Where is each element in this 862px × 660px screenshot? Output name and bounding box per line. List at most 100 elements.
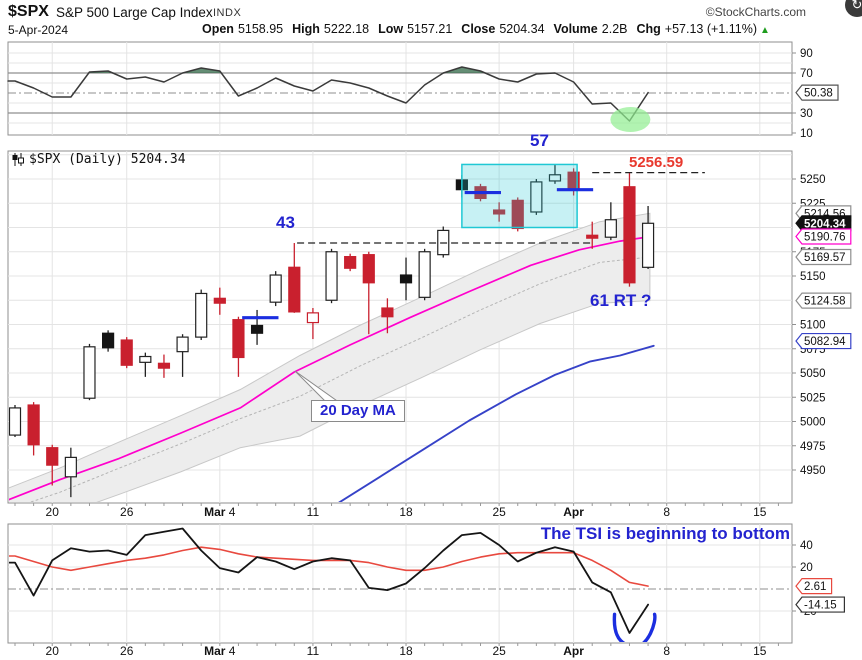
candles [9, 164, 655, 498]
date-tick-label: 15 [753, 505, 767, 519]
tsi-line-badge: -14.15 [795, 596, 845, 613]
green-ellipse-highlight [610, 107, 651, 132]
quote-field-value: 2.2B [601, 22, 628, 36]
badge-value: 5124.58 [804, 296, 846, 308]
candle [530, 179, 543, 215]
band-centerline [29, 256, 651, 502]
date-tick-part: Mar [204, 644, 226, 658]
candle [623, 172, 636, 287]
candle [511, 197, 524, 232]
date-tick-part: Apr [563, 505, 584, 519]
candle-body [46, 447, 59, 466]
date-tick-label: Apr [563, 644, 584, 658]
date-tick-part: 18 [399, 505, 413, 519]
tsi-panel [7, 523, 793, 644]
quote-field-value: 5204.34 [499, 22, 545, 36]
price-axis-label: 5000 [800, 417, 826, 429]
date-tick: 26 [120, 505, 134, 519]
tsi-signal-badge: 2.61 [795, 578, 833, 595]
rsi-panel [7, 41, 793, 136]
price-panel [7, 150, 793, 504]
badge-value: 5082.94 [804, 336, 846, 348]
date-tick: 15 [753, 505, 767, 519]
price-axis-label: 5250 [800, 174, 826, 186]
date-tick-part: 26 [120, 505, 134, 519]
badge-value: 5190.76 [804, 231, 846, 243]
candle [418, 248, 431, 301]
candle [641, 205, 655, 270]
date-tick-part: 15 [753, 644, 767, 658]
rsi-current-badge: 50.38 [795, 84, 839, 101]
candle [269, 271, 282, 307]
price-badge-ma20: 5190.76 [795, 228, 852, 245]
refresh-icon[interactable]: ↻ [845, 0, 862, 17]
candle [604, 202, 617, 241]
quote-field-value: 5158.95 [237, 22, 284, 36]
quote-field-label: Close [461, 22, 496, 36]
candle-body [418, 251, 431, 298]
annotation-61-rt: 61 RT ? [590, 291, 652, 310]
annotation-20day-ma-label: 20 Day MA [311, 400, 405, 422]
candle-body [120, 339, 133, 366]
tsi-axis-label: 40 [800, 540, 813, 552]
date-tick: 20 [46, 644, 60, 658]
candle [548, 164, 562, 184]
candle-body [362, 254, 375, 284]
candle [344, 253, 357, 272]
candle [27, 402, 40, 456]
candle [83, 343, 96, 401]
badge-shape [795, 228, 852, 245]
date-tick: Mar 4 [204, 644, 236, 658]
quote-field-label: High [292, 22, 320, 36]
candle [176, 334, 189, 377]
candle-body [381, 307, 394, 318]
quote-field-label: Chg [636, 22, 661, 36]
badge-shape [795, 332, 852, 350]
date-tick-label: 8 [663, 644, 670, 658]
candle-body [83, 346, 96, 399]
price-plot [9, 163, 705, 502]
candle [399, 257, 413, 301]
badge-value: 50.38 [804, 88, 833, 100]
candle-body [586, 234, 599, 239]
annotation-tsi-note: The TSI is beginning to bottom [540, 524, 790, 543]
candle-body [493, 209, 506, 215]
candle-body [213, 297, 226, 304]
candle-body [288, 266, 301, 313]
candle-body [157, 362, 171, 369]
price-badge-band-lower: 5124.58 [795, 292, 852, 309]
tsi-plot [9, 527, 657, 642]
date-tick-part: 8 [663, 644, 670, 658]
price-axis-label: 5025 [800, 392, 826, 404]
date-tick: Apr [563, 505, 584, 519]
badge-shape [795, 248, 852, 266]
date-tick: 11 [307, 644, 320, 658]
date-tick-part: 4 [225, 644, 235, 658]
date-tick: 8 [663, 644, 670, 658]
annotation-count-57: 57 [530, 131, 549, 150]
candle-body [344, 256, 357, 269]
price-axis-label: 5150 [800, 271, 826, 283]
date-tick: Apr [563, 644, 584, 658]
candle-body [548, 174, 562, 182]
date-tick: 11 [307, 505, 320, 519]
quote-field-value: 5222.18 [323, 22, 370, 36]
price-axis-label: 4975 [800, 441, 826, 453]
date-tick-part: 25 [492, 505, 506, 519]
ma50-line [338, 344, 655, 502]
candle [493, 202, 506, 222]
symbol-ticker: $SPX [8, 3, 49, 20]
candle [586, 221, 599, 249]
candle-body [269, 274, 282, 303]
quote-field-label: Low [378, 22, 404, 36]
candle-body [641, 222, 655, 268]
date-tick-label: 15 [753, 644, 767, 658]
quote-field-label: Volume [553, 22, 598, 36]
tsi-axis-label: 20 [800, 562, 813, 574]
candle-body [101, 332, 115, 349]
date-tick-label: Mar 4 [204, 505, 236, 519]
candle [306, 308, 320, 340]
date-tick-part: 11 [307, 505, 320, 519]
candle [250, 309, 264, 345]
candle-body [399, 274, 413, 284]
